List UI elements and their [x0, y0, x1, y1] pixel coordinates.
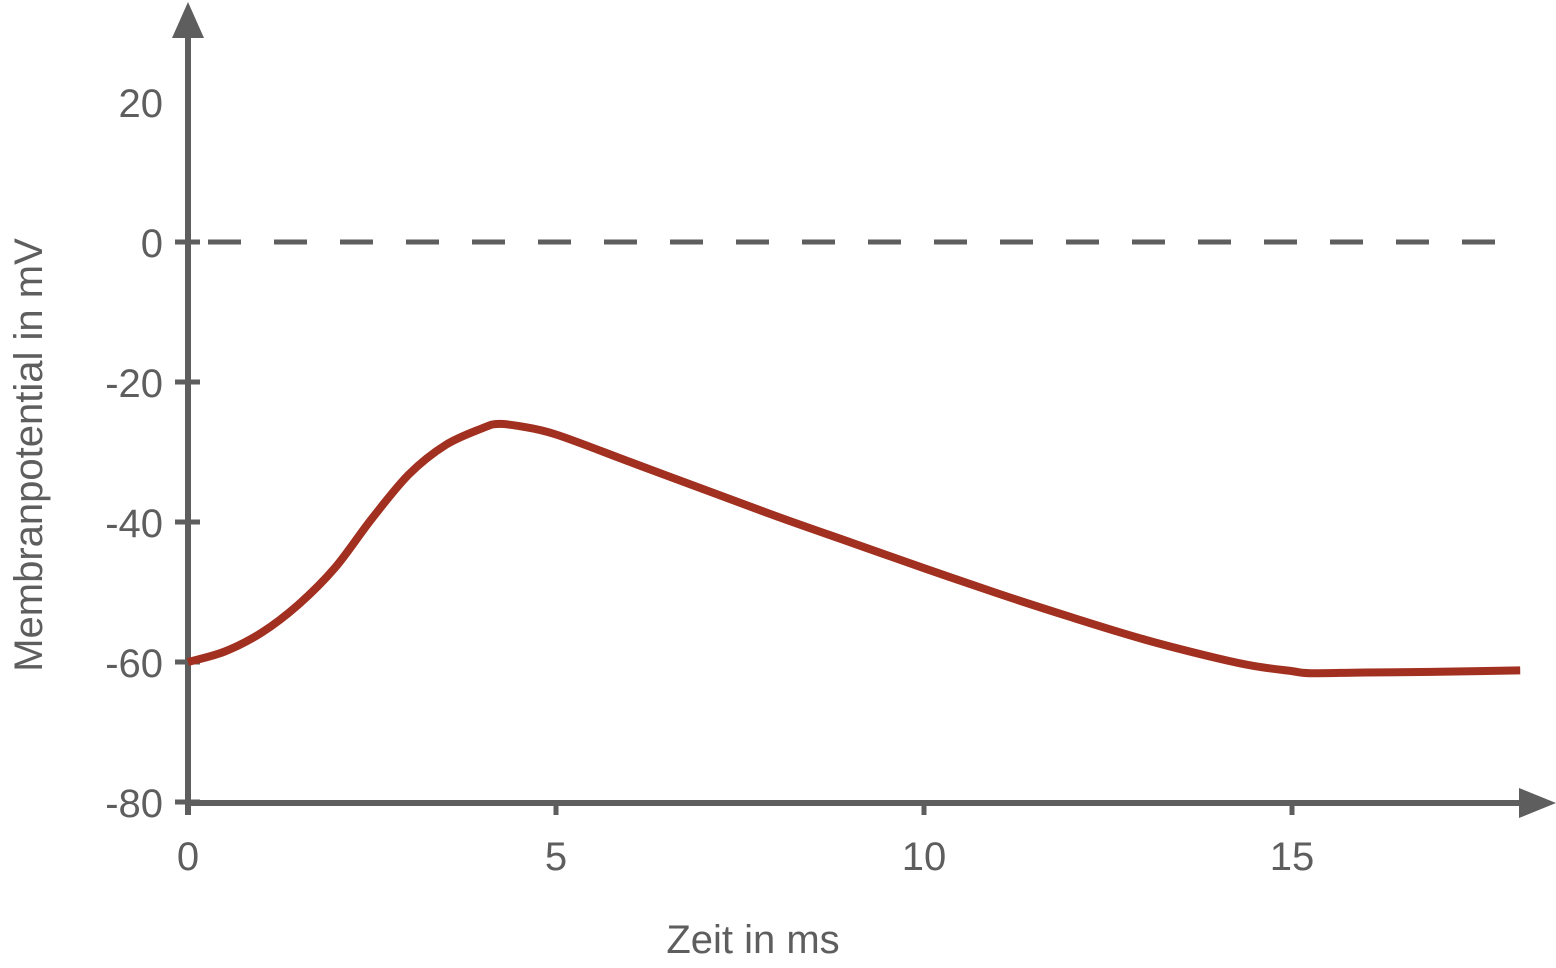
membrane-potential-curve: [186, 419, 1521, 678]
x-tick-label: 5: [545, 835, 567, 879]
y-axis-title: Membranpotential in mV: [7, 238, 51, 672]
y-axis-arrow-icon: [172, 2, 204, 38]
y-tick-label: -40: [105, 502, 163, 546]
x-tick-label: 0: [177, 835, 199, 879]
y-tick-label: -80: [105, 782, 163, 826]
y-tick-label: -60: [105, 642, 163, 686]
y-tick-label: 0: [141, 222, 163, 266]
x-axis-arrow-icon: [1519, 788, 1556, 818]
x-tick-label: 15: [1270, 835, 1315, 879]
x-tick-label: 10: [902, 835, 947, 879]
y-ticks: 20 0 -20 -40 -60 -80: [105, 82, 200, 826]
x-ticks: 0 5 10 15: [177, 800, 1314, 879]
x-axis-title: Zeit in ms: [666, 918, 839, 962]
y-tick-label: 20: [119, 82, 164, 126]
y-tick-label: -20: [105, 362, 163, 406]
